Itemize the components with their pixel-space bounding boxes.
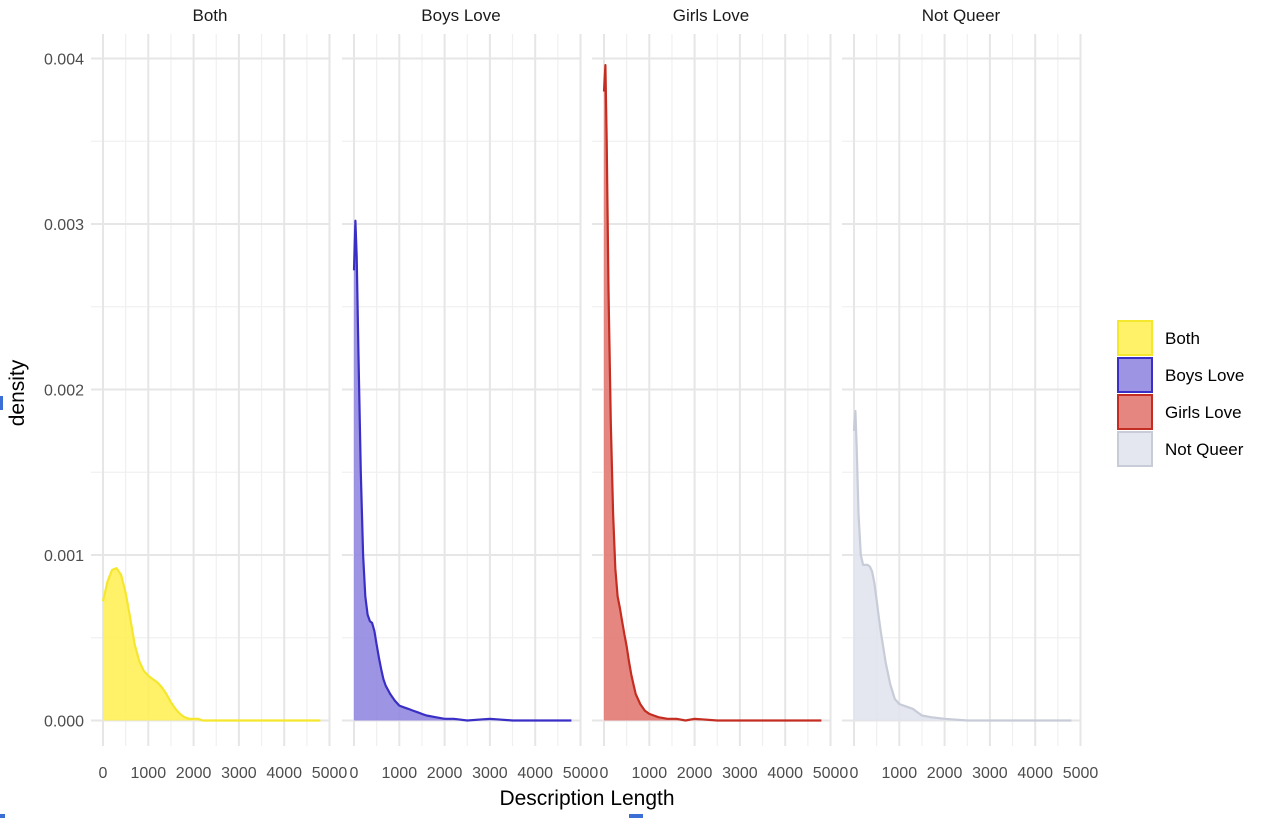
facet-panel: Both 0 1000 2000 3000 4000 5000 — [91, 6, 347, 782]
x-tick-label: 0 — [99, 765, 108, 782]
x-tick-label: 0 — [350, 765, 359, 782]
y-tick-label: 0.002 — [44, 383, 84, 400]
legend-label: Not Queer — [1165, 440, 1244, 459]
x-tick-label: 1000 — [382, 765, 418, 782]
facet-panel: Not Queer 0 1000 2000 3000 4000 5000 — [842, 6, 1098, 782]
facet-strip-label: Girls Love — [673, 6, 750, 25]
y-axis-title: density — [6, 359, 29, 426]
density-line — [352, 219, 572, 722]
x-tick-label: 2000 — [427, 765, 463, 782]
facet-panel: Girls Love 0 1000 2000 3000 4000 5000 — [592, 6, 848, 782]
density-line — [852, 409, 1072, 722]
y-tick-label: 0.001 — [44, 548, 84, 565]
legend-key — [1117, 357, 1153, 393]
x-tick-label: 4000 — [1017, 765, 1053, 782]
legend: Both Boys Love Girls Love Not Queer — [1117, 320, 1244, 467]
x-tick-label: 2000 — [677, 765, 713, 782]
corner-marker-left — [0, 396, 3, 410]
facet-panel: Boys Love 0 1000 2000 3000 4000 5000 — [342, 6, 598, 782]
x-tick-label: 1000 — [632, 765, 668, 782]
legend-label: Girls Love — [1165, 403, 1242, 422]
legend-key — [1117, 320, 1153, 356]
x-axis-title: Description Length — [499, 787, 674, 810]
corner-marker-bottom-left — [0, 814, 5, 818]
density-line — [101, 567, 321, 722]
density-area — [354, 220, 572, 721]
x-tick-label: 3000 — [472, 765, 508, 782]
x-tick-label: 1000 — [882, 765, 918, 782]
density-area — [854, 411, 1072, 721]
x-tick-label: 4000 — [517, 765, 553, 782]
x-tick-label: 0 — [850, 765, 859, 782]
legend-key — [1117, 431, 1153, 467]
x-tick-label: 3000 — [972, 765, 1008, 782]
corner-marker-bottom-mid — [629, 814, 643, 818]
facet-strip-label: Not Queer — [922, 6, 1001, 25]
legend-label: Both — [1165, 329, 1200, 348]
x-tick-label: 5000 — [813, 765, 849, 782]
y-tick-label: 0.003 — [44, 217, 84, 234]
y-tick-label: 0.004 — [44, 52, 84, 69]
x-tick-label: 3000 — [722, 765, 758, 782]
x-tick-label: 5000 — [312, 765, 348, 782]
x-tick-label: 4000 — [767, 765, 803, 782]
x-tick-label: 3000 — [221, 765, 257, 782]
x-tick-label: 5000 — [563, 765, 599, 782]
x-tick-label: 0 — [600, 765, 609, 782]
x-tick-label: 1000 — [131, 765, 167, 782]
x-tick-label: 5000 — [1063, 765, 1099, 782]
density-area — [604, 65, 822, 721]
y-tick-label: 0.000 — [44, 714, 84, 731]
density-line — [602, 63, 822, 722]
x-tick-label: 2000 — [927, 765, 963, 782]
legend-key — [1117, 394, 1153, 430]
x-tick-label: 4000 — [266, 765, 302, 782]
facet-strip-label: Boys Love — [421, 6, 500, 25]
x-tick-label: 2000 — [176, 765, 212, 782]
legend-label: Boys Love — [1165, 366, 1244, 385]
facet-strip-label: Both — [193, 6, 228, 25]
major-gridlines — [342, 34, 582, 746]
